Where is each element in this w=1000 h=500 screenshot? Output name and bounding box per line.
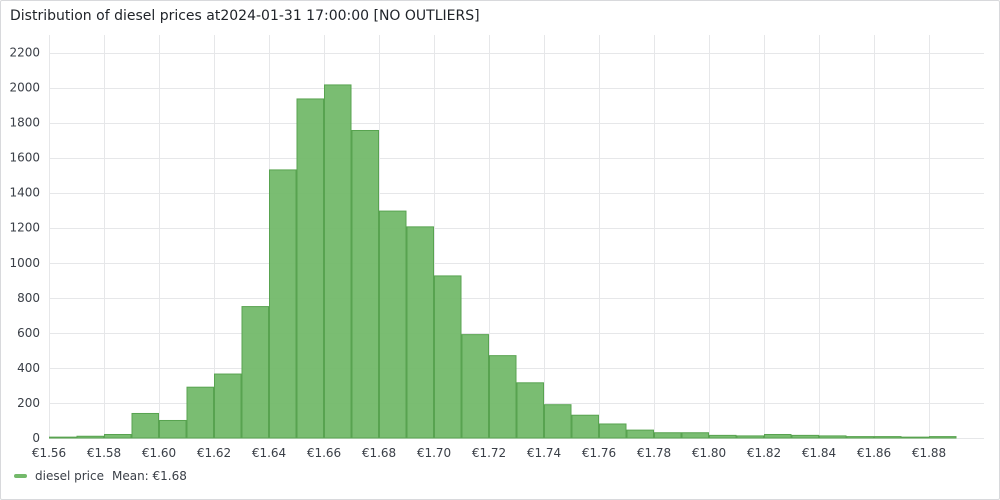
x-tick-label: €1.60 bbox=[142, 446, 176, 460]
x-axis-labels: €1.56 €1.58 €1.60 €1.62 €1.64 €1.66 €1.68 €1.70… bbox=[32, 446, 946, 460]
histogram-bar[interactable] bbox=[901, 436, 929, 439]
x-tick-label: €1.70 bbox=[417, 446, 451, 460]
histogram-bar[interactable] bbox=[489, 355, 517, 439]
histogram-bar[interactable] bbox=[324, 84, 352, 439]
x-tick-label: €1.82 bbox=[747, 446, 781, 460]
y-tick-label: 1600 bbox=[9, 151, 40, 165]
x-tick-label: €1.76 bbox=[582, 446, 616, 460]
histogram-bar[interactable] bbox=[434, 275, 462, 439]
y-tick-label: 2200 bbox=[9, 46, 40, 60]
histogram-bar[interactable] bbox=[159, 419, 187, 439]
legend-swatch bbox=[14, 474, 27, 478]
y-axis-labels: 0 200 400 600 800 1000 1200 1400 1600 1800 2000 220… bbox=[9, 46, 40, 445]
histogram-bar[interactable] bbox=[269, 169, 297, 439]
y-tick-label: 1800 bbox=[9, 116, 40, 130]
histogram-bars bbox=[49, 84, 957, 439]
histogram-bar[interactable] bbox=[819, 435, 847, 439]
legend-mean-label: Mean: €1.68 bbox=[111, 469, 187, 483]
panel-title: Distribution of diesel prices at2024-01-… bbox=[10, 8, 480, 24]
histogram-bar[interactable] bbox=[131, 412, 159, 439]
histogram-bar[interactable] bbox=[654, 432, 682, 439]
histogram-bar[interactable] bbox=[104, 433, 132, 439]
histogram-bar[interactable] bbox=[516, 382, 544, 439]
histogram-bar[interactable] bbox=[186, 386, 214, 439]
x-tick-label: €1.64 bbox=[252, 446, 286, 460]
x-tick-label: €1.62 bbox=[197, 446, 231, 460]
histogram-bar[interactable] bbox=[571, 414, 599, 439]
histogram-bar[interactable] bbox=[846, 436, 874, 439]
histogram-bar[interactable] bbox=[49, 436, 77, 439]
histogram-bar[interactable] bbox=[626, 429, 654, 439]
legend-series-label: diesel price bbox=[35, 469, 104, 483]
histogram-bar[interactable] bbox=[544, 404, 572, 439]
histogram-bar[interactable] bbox=[241, 306, 269, 439]
x-tick-label: €1.68 bbox=[362, 446, 396, 460]
y-tick-label: 200 bbox=[17, 396, 40, 410]
x-tick-label: €1.58 bbox=[87, 446, 121, 460]
histogram-bar[interactable] bbox=[929, 436, 957, 439]
x-tick-label: €1.84 bbox=[802, 446, 836, 460]
x-tick-label: €1.56 bbox=[32, 446, 66, 460]
x-tick-label: €1.72 bbox=[472, 446, 506, 460]
histogram-bar[interactable] bbox=[764, 433, 792, 439]
y-tick-label: 2000 bbox=[9, 81, 40, 95]
histogram-bar[interactable] bbox=[406, 226, 434, 439]
y-tick-label: 0 bbox=[32, 431, 40, 445]
histogram-bar[interactable] bbox=[736, 435, 764, 439]
histogram-bar[interactable] bbox=[599, 423, 627, 439]
x-tick-label: €1.86 bbox=[857, 446, 891, 460]
y-tick-label: 400 bbox=[17, 361, 40, 375]
histogram-bar[interactable] bbox=[461, 334, 489, 439]
histogram-bar[interactable] bbox=[296, 98, 324, 439]
histogram-bar[interactable] bbox=[681, 432, 709, 439]
x-tick-label: €1.74 bbox=[527, 446, 561, 460]
histogram-bar[interactable] bbox=[791, 434, 819, 439]
histogram-bar[interactable] bbox=[76, 435, 104, 439]
x-tick-label: €1.78 bbox=[637, 446, 671, 460]
histogram-bar[interactable] bbox=[214, 373, 242, 439]
y-tick-label: 1000 bbox=[9, 256, 40, 270]
histogram-bar[interactable] bbox=[709, 434, 737, 439]
histogram-bar[interactable] bbox=[874, 436, 902, 439]
histogram-bar[interactable] bbox=[351, 129, 379, 439]
x-tick-label: €1.66 bbox=[307, 446, 341, 460]
histogram-bar[interactable] bbox=[379, 210, 407, 439]
y-tick-label: 1400 bbox=[9, 186, 40, 200]
y-tick-label: 1200 bbox=[9, 221, 40, 235]
legend[interactable]: diesel price Mean: €1.68 bbox=[14, 469, 187, 483]
y-tick-label: 800 bbox=[17, 291, 40, 305]
y-tick-label: 600 bbox=[17, 326, 40, 340]
x-tick-label: €1.80 bbox=[692, 446, 726, 460]
x-tick-label: €1.88 bbox=[912, 446, 946, 460]
